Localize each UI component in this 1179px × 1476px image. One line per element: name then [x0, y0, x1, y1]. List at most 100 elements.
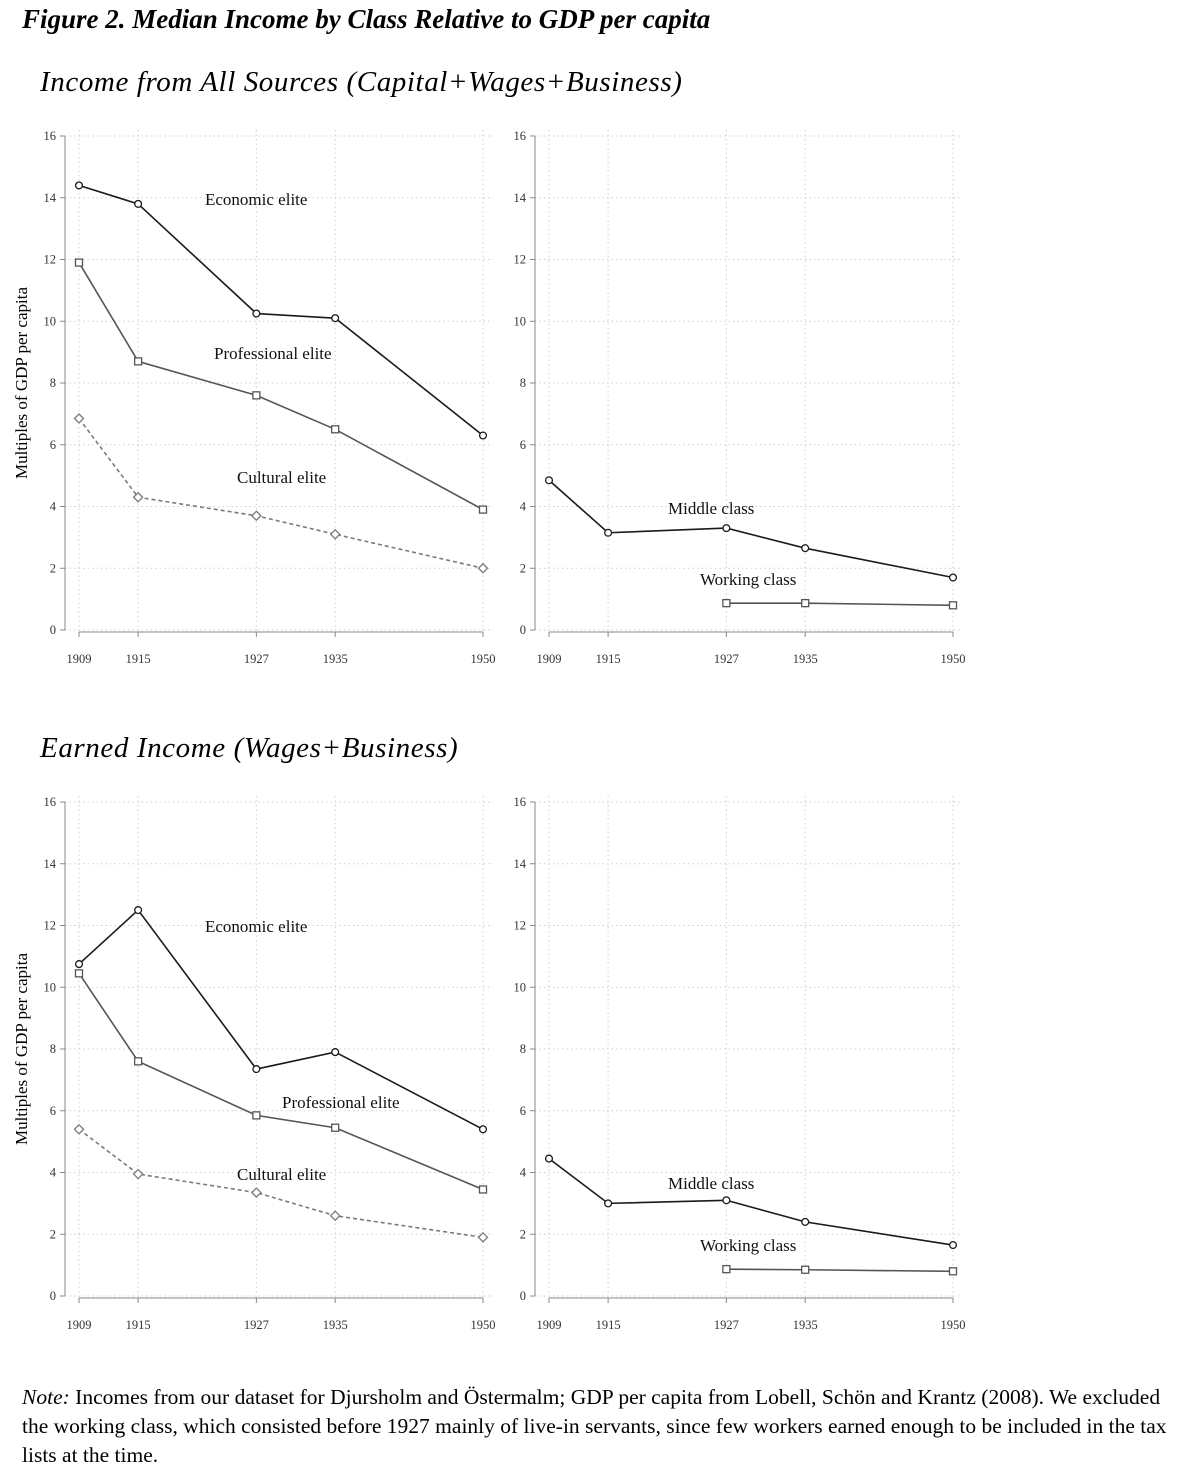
- y-tick-label: 14: [514, 191, 527, 205]
- data-point: [331, 314, 340, 323]
- data-point: [722, 1264, 731, 1274]
- y-tick-label: 8: [520, 376, 526, 390]
- series-line-cultural-elite: [78, 1128, 484, 1239]
- data-point: [250, 510, 262, 522]
- x-tick-label: 1927: [244, 652, 269, 666]
- x-tick-label: 1915: [126, 1318, 151, 1332]
- chart-all-sources-elites: 0 2 4 6 8 10 12 14 16 1909 1915 1927 1935 1950 Multipl…: [12, 129, 496, 666]
- data-point: [478, 431, 488, 440]
- y-tick-label: 2: [520, 561, 526, 575]
- axes: 0 2 4 6 8 10 12 14 16 1909 1915 1927 1935 1950 Multipl…: [12, 795, 496, 1332]
- x-tick-label: 1935: [323, 1318, 348, 1332]
- y-tick-label: 0: [520, 623, 526, 637]
- data-point: [133, 357, 143, 366]
- x-tick-label: 1950: [471, 652, 496, 666]
- x-tick-label: 1935: [793, 1318, 818, 1332]
- x-tick-label: 1909: [67, 1318, 92, 1332]
- y-tick-label: 16: [514, 795, 527, 809]
- data-point: [74, 181, 84, 190]
- data-point: [477, 562, 489, 574]
- series-working-class: Working class: [700, 1236, 958, 1276]
- axes: 0 2 4 6 8 10 12 14 16 1909 1915 1927 1935 1950: [514, 129, 966, 666]
- x-tick-label: 1950: [941, 652, 966, 666]
- data-point: [478, 1125, 488, 1134]
- data-point: [722, 524, 731, 533]
- series-line-economic-elite: [78, 908, 484, 1130]
- series-line-working-class: [726, 1268, 954, 1273]
- data-point: [331, 1123, 340, 1132]
- data-point: [252, 1065, 261, 1074]
- x-tick-label: 1927: [244, 1318, 269, 1332]
- data-point: [74, 258, 84, 267]
- data-point: [604, 1199, 613, 1208]
- data-point: [133, 1057, 143, 1066]
- y-tick-label: 14: [44, 857, 57, 871]
- series-label: Working class: [700, 570, 796, 589]
- y-tick-label: 14: [44, 191, 57, 205]
- y-tick-label: 12: [44, 919, 57, 933]
- y-tick-label: 12: [514, 919, 527, 933]
- x-tick-label: 1915: [596, 1318, 621, 1332]
- data-point: [73, 1123, 85, 1135]
- note-label: Note:: [22, 1385, 70, 1409]
- axes: 0 2 4 6 8 10 12 14 16 1909 1915 1927 1935 1950: [514, 795, 966, 1332]
- x-tick-label: 1909: [67, 652, 92, 666]
- x-tick-label: 1935: [793, 652, 818, 666]
- x-tick-label: 1915: [596, 652, 621, 666]
- series-middle-class: Middle class: [544, 476, 958, 582]
- y-tick-label: 6: [50, 438, 56, 452]
- data-point: [134, 199, 143, 208]
- series-economic-elite: Economic elite: [74, 181, 488, 440]
- y-tick-label: 16: [44, 129, 57, 143]
- y-tick-label: 2: [50, 1227, 56, 1241]
- gridlines: [535, 130, 963, 632]
- y-tick-label: 2: [50, 561, 56, 575]
- series-cultural-elite: Cultural elite: [73, 1123, 489, 1243]
- x-tick-label: 1950: [941, 1318, 966, 1332]
- figure-note: Note: Incomes from our dataset for Djurs…: [22, 1383, 1172, 1470]
- y-tick-label: 0: [50, 1289, 56, 1303]
- y-tick-label: 8: [50, 1042, 56, 1056]
- y-tick-label: 8: [520, 1042, 526, 1056]
- data-point: [329, 1210, 341, 1222]
- data-point: [74, 960, 84, 969]
- y-tick-label: 10: [514, 980, 527, 994]
- data-point: [801, 1217, 810, 1226]
- series-label: Working class: [700, 1236, 796, 1255]
- chart-all-sources-classes: 0 2 4 6 8 10 12 14 16 1909 1915 1927 1935 1950 Middle …: [514, 129, 966, 666]
- series-line-middle-class: [548, 479, 954, 579]
- y-tick-label: 16: [44, 795, 57, 809]
- y-tick-label: 4: [520, 500, 527, 514]
- series-label: Economic elite: [205, 917, 307, 936]
- series-line-professional-elite: [78, 972, 484, 1191]
- series-economic-elite: Economic elite: [74, 906, 488, 1134]
- series-label: Professional elite: [282, 1093, 400, 1112]
- axes: 0 2 4 6 8 10 12 14 16 1909 1915 1927 1935 1950 Multipl…: [12, 129, 496, 666]
- gridlines: [535, 796, 963, 1298]
- data-point: [252, 309, 261, 318]
- section-title-all-sources: Income from All Sources (Capital+Wages+B…: [40, 66, 683, 98]
- data-point: [544, 1154, 554, 1163]
- x-tick-label: 1927: [714, 652, 739, 666]
- data-point: [252, 391, 261, 400]
- y-axis-title: Multiples of GDP per capita: [12, 287, 31, 479]
- series-working-class: Working class: [700, 570, 958, 610]
- x-tick-label: 1915: [126, 652, 151, 666]
- series-middle-class: Middle class: [544, 1154, 958, 1250]
- y-tick-label: 8: [50, 376, 56, 390]
- data-point: [132, 491, 144, 503]
- data-point: [477, 1231, 489, 1243]
- y-tick-label: 10: [44, 980, 57, 994]
- series-label: Professional elite: [214, 344, 332, 363]
- section-title-earned-income: Earned Income (Wages+Business): [40, 732, 459, 764]
- series-professional-elite: Professional elite: [74, 258, 488, 514]
- y-tick-label: 4: [520, 1166, 527, 1180]
- data-point: [948, 601, 958, 610]
- x-tick-label: 1909: [537, 652, 562, 666]
- data-point: [329, 528, 341, 540]
- y-tick-label: 6: [520, 1104, 526, 1118]
- y-tick-label: 12: [514, 253, 527, 267]
- y-tick-label: 6: [50, 1104, 56, 1118]
- data-point: [331, 1048, 340, 1057]
- y-tick-label: 10: [44, 314, 57, 328]
